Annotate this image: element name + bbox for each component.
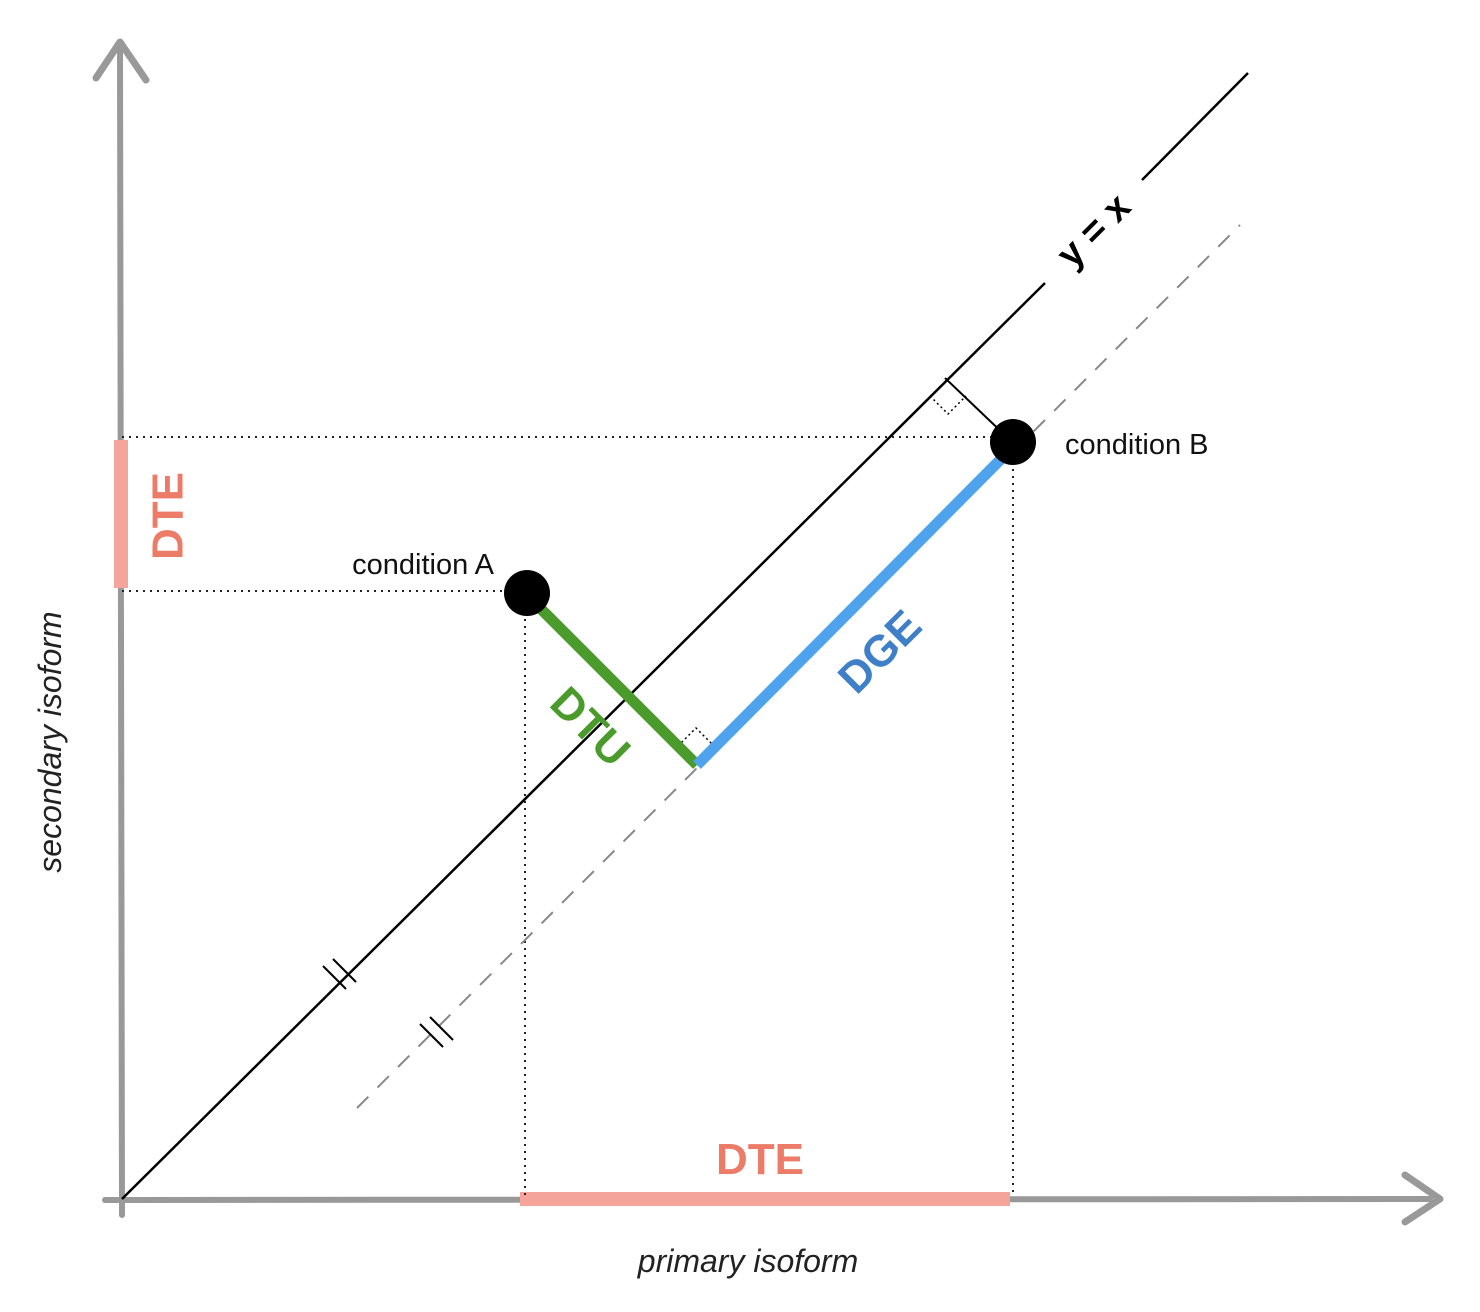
x-axis-label: primary isoform — [637, 1243, 858, 1279]
tick-identity-1 — [322, 965, 347, 990]
x-axis-arrowhead — [1401, 1171, 1444, 1226]
condition-b-label: condition B — [1065, 429, 1209, 461]
guide-lines — [122, 436, 1014, 1197]
dte-label-x: DTE — [716, 1135, 804, 1184]
identity-line-label: y = x — [1049, 186, 1139, 276]
dge-segment — [693, 446, 1014, 769]
y-axis-arrowhead — [92, 38, 150, 84]
tick-dashed-1 — [419, 1023, 444, 1048]
dte-label-y: DTE — [144, 472, 193, 560]
y-axis — [117, 47, 125, 1218]
dtu-segment — [523, 591, 701, 769]
axes — [92, 38, 1444, 1226]
right-angle-marker-bottom — [677, 726, 715, 747]
point-condition-a — [504, 570, 550, 616]
equal-tick-marks — [322, 958, 454, 1048]
right-angle-marker-top — [929, 395, 967, 416]
identity-line-upper — [1141, 72, 1249, 181]
tick-dashed-2 — [429, 1016, 454, 1041]
identity-line-lower — [121, 282, 1046, 1200]
tick-identity-2 — [332, 958, 357, 983]
y-axis-label: secondary isoform — [32, 611, 68, 872]
condition-a-label: condition A — [352, 549, 495, 581]
point-condition-b — [990, 419, 1036, 465]
